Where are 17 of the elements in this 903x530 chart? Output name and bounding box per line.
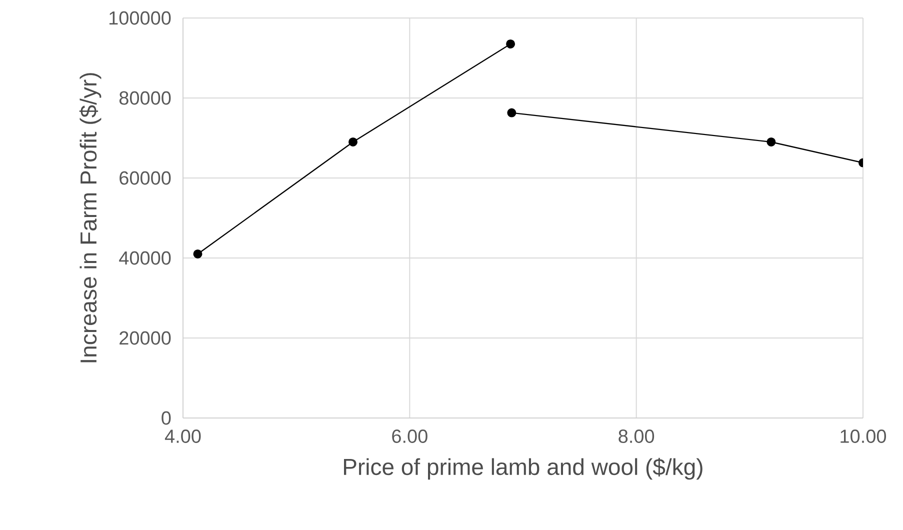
x-tick-label: 6.00 [392, 430, 428, 443]
point [507, 108, 516, 118]
y-tick-label: 0 [162, 411, 171, 425]
point [506, 39, 516, 48]
x-tick-label: 10.00 [840, 430, 886, 443]
y-tick-label: 20000 [120, 331, 171, 345]
x-tick-label: 4.00 [164, 430, 201, 443]
x-axis-title: Price of prime lamb and wool ($/kg) [344, 458, 702, 480]
point [193, 249, 202, 258]
y-tick-label: 80000 [119, 91, 171, 105]
x-tick-label: 8.00 [618, 430, 654, 443]
y-tick-label: 100000 [110, 11, 171, 25]
y-tick-label: 60000 [120, 171, 171, 185]
point [348, 137, 358, 146]
y-tick-label: 40000 [119, 251, 171, 265]
point [766, 137, 776, 146]
y-axis-title: Increase in Farm Profit ($/yr) [79, 73, 102, 362]
